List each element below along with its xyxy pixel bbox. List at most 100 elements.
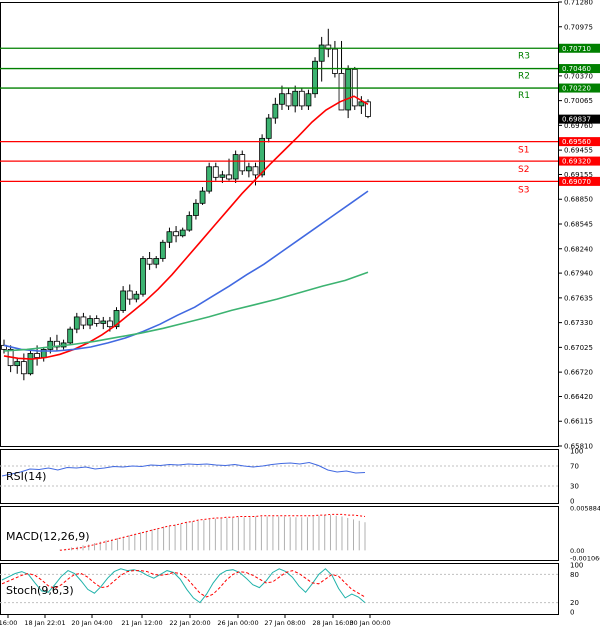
candle (292, 85, 299, 113)
price-tick-label: 0.71280 (564, 0, 593, 7)
candle-body (126, 290, 133, 300)
candle-body (193, 202, 199, 216)
candle-body (206, 166, 213, 192)
candle (279, 85, 285, 110)
candle (20, 353, 27, 381)
candle (226, 158, 232, 181)
candle-body (272, 103, 279, 119)
time-tick-label: 30 Jan 00:00 (349, 619, 390, 627)
level-r3: R3 0.70710 (0, 43, 600, 61)
candle-body (365, 101, 371, 117)
candle (345, 65, 352, 119)
candle (272, 97, 279, 124)
level-label: R2 (518, 72, 530, 82)
price-tick-label: 0.67635 (564, 294, 593, 302)
candle (312, 57, 318, 98)
candle (232, 150, 239, 184)
level-r1: R1 0.70220 (0, 83, 600, 101)
candle (54, 334, 60, 352)
candle-body (265, 117, 272, 139)
candle (100, 316, 107, 330)
rsi-label: RSI(14) (6, 470, 46, 483)
candle (73, 312, 80, 334)
candle-body (100, 320, 107, 324)
candle-body (93, 318, 100, 324)
candle (318, 36, 325, 82)
candle-body (80, 316, 87, 326)
candle (67, 326, 74, 346)
candle-body (219, 174, 226, 178)
macd-tick-label: 0.005884 (570, 505, 600, 513)
candle-body (120, 290, 127, 311)
candle (186, 211, 193, 232)
time-tick-label: 22 Jan 20:00 (169, 619, 210, 627)
time-tick-label: 26 Jan 00:00 (217, 619, 258, 627)
candle-body (292, 90, 299, 107)
stoch-main-line (1, 568, 366, 604)
candle (365, 99, 371, 119)
candle-body (312, 60, 318, 95)
price-tick-label: 0.69760 (564, 122, 593, 130)
candle-body (332, 48, 338, 74)
price-tick-label: 0.68240 (564, 245, 593, 253)
price-tick-label: 0.68545 (564, 221, 593, 229)
candle-body (20, 361, 27, 375)
time-axis: 16:00 18 Jan 22:01 20 Jan 04:00 21 Jan 12:0… (0, 614, 391, 627)
candle (245, 162, 252, 178)
price-tick-label: 0.67025 (564, 344, 593, 352)
time-tick-label: 27 Jan 08:00 (264, 619, 305, 627)
stoch-tick-label: 80 (570, 571, 579, 579)
price-tick-label: 0.69155 (564, 171, 593, 179)
candle-body (252, 166, 259, 176)
candle-body (305, 93, 312, 107)
price-tick-label: 0.66420 (564, 393, 593, 401)
candle-body (338, 73, 345, 111)
price-tick-label: 0.65810 (564, 443, 593, 451)
price-tick-label: 0.67940 (564, 270, 593, 278)
macd-signal-line (59, 513, 366, 551)
candle (133, 290, 140, 303)
candle-body (279, 93, 285, 105)
price-tick-label: 0.70975 (564, 23, 593, 31)
candle (14, 357, 21, 374)
candle-body (146, 258, 153, 265)
price-panel: 0.71280 0.70975 0.70370 0.70065 0.69760 0.694… (0, 0, 600, 451)
stoch-tick-label: 0 (570, 609, 574, 617)
level-r2: R2 0.70460 (0, 64, 600, 82)
price-tick-label: 0.70370 (564, 72, 593, 80)
candle (199, 187, 206, 205)
candle-body (106, 320, 113, 328)
candle-body (166, 231, 173, 243)
current-price-tag (559, 114, 600, 124)
level-s3: S3 0.69070 (0, 176, 600, 195)
time-tick-label: 28 Jan 16:00 (312, 619, 353, 627)
candle (338, 40, 345, 111)
candle-body (226, 174, 232, 180)
level-price-tag (559, 83, 600, 93)
candle (153, 256, 160, 269)
candle (140, 256, 146, 297)
candle-body (186, 215, 193, 231)
level-label: S2 (518, 165, 529, 175)
candle-body (179, 229, 186, 237)
candle (332, 40, 338, 78)
level-label: S1 (518, 146, 529, 156)
candle-body (199, 190, 206, 204)
candle-body (27, 353, 34, 375)
candle-body (239, 154, 246, 172)
candle-body (140, 258, 146, 295)
time-tick-label: 16:00 (0, 619, 17, 627)
candle (120, 286, 127, 313)
time-tick-label: 21 Jan 12:00 (121, 619, 162, 627)
candle (193, 199, 199, 220)
panel-frame-macd (0, 506, 559, 561)
candle-body (325, 44, 332, 50)
rsi-line (1, 461, 366, 477)
macd-tick-label: -0.001066 (570, 555, 600, 563)
stoch-tick-label: 100 (570, 562, 583, 570)
candle (179, 227, 186, 238)
level-price-text: 0.69070 (562, 178, 591, 186)
level-price-tag (559, 137, 600, 147)
candle (173, 226, 179, 243)
rsi-tick-label: 70 (570, 463, 579, 471)
